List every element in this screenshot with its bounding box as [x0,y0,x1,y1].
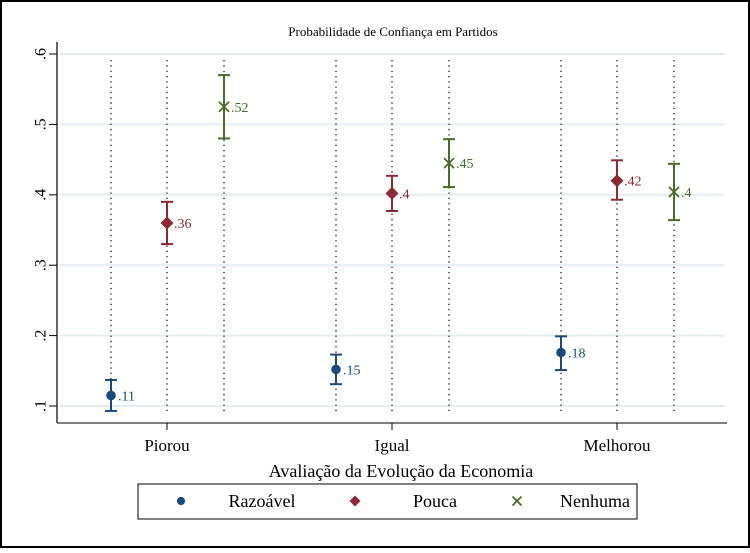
legend-label: Razoável [229,491,296,511]
data-point [160,216,174,230]
y-tick-label: .4 [33,189,50,201]
y-axis-ticks: .1 .2 .3 .4 .5 .6 [33,48,57,412]
data-label: .42 [624,175,642,190]
data-point [385,186,399,200]
data-label: .4 [399,187,410,202]
guide-lines [110,60,675,414]
chart-title: Probabilidade de Confiança em Partidos [288,24,497,39]
y-tick-label: .3 [33,259,50,271]
legend-label: Pouca [413,491,457,511]
x-marker-stroke [511,495,523,507]
legend-key-razoável [176,496,186,506]
data-label: .11 [118,389,135,404]
data-point [610,174,624,188]
series-pouca: .36 .4 .42 [160,159,642,246]
legend-label: Nenhuma [560,491,630,511]
x-marker-stroke [443,157,455,169]
series-razoável: .11 .15 .18 [105,335,586,412]
x-tick-label: Igual [375,436,410,455]
data-label: .15 [343,363,361,378]
data-label: .52 [231,101,249,116]
data-label: .36 [174,217,192,232]
data-label: .4 [681,186,692,201]
data-point [331,364,341,375]
y-tick-label: .5 [33,118,50,130]
data-label: .45 [456,157,474,172]
data-point [668,186,680,198]
series-nenhuma: .52 .45 .4 [218,74,692,222]
data-point [106,390,116,401]
legend-key-pouca [349,495,361,507]
x-tick-label: Piorou [144,436,190,455]
legend-box [137,483,638,520]
axes [56,42,727,424]
data-point [556,347,566,358]
data-label: .18 [568,346,586,361]
legend-key-nenhuma [511,495,523,507]
y-tick-label: .6 [33,48,50,60]
data-point [218,101,230,113]
y-tick-label: .2 [33,330,50,342]
x-axis-label: Avaliação da Evolução da Economia [269,461,534,481]
x-marker-stroke [668,186,680,198]
x-marker-stroke [218,101,230,113]
y-tick-label: .1 [33,400,50,412]
x-axis-ticks: Piorou Igual Melhorou [144,423,651,455]
data-point [443,157,455,169]
legend: Razoável Pouca Nenhuma [137,483,638,520]
x-tick-label: Melhorou [583,436,651,455]
data-marks: .11 .15 .18 .36 .4 .42 .52 .45 .4 [105,74,692,412]
